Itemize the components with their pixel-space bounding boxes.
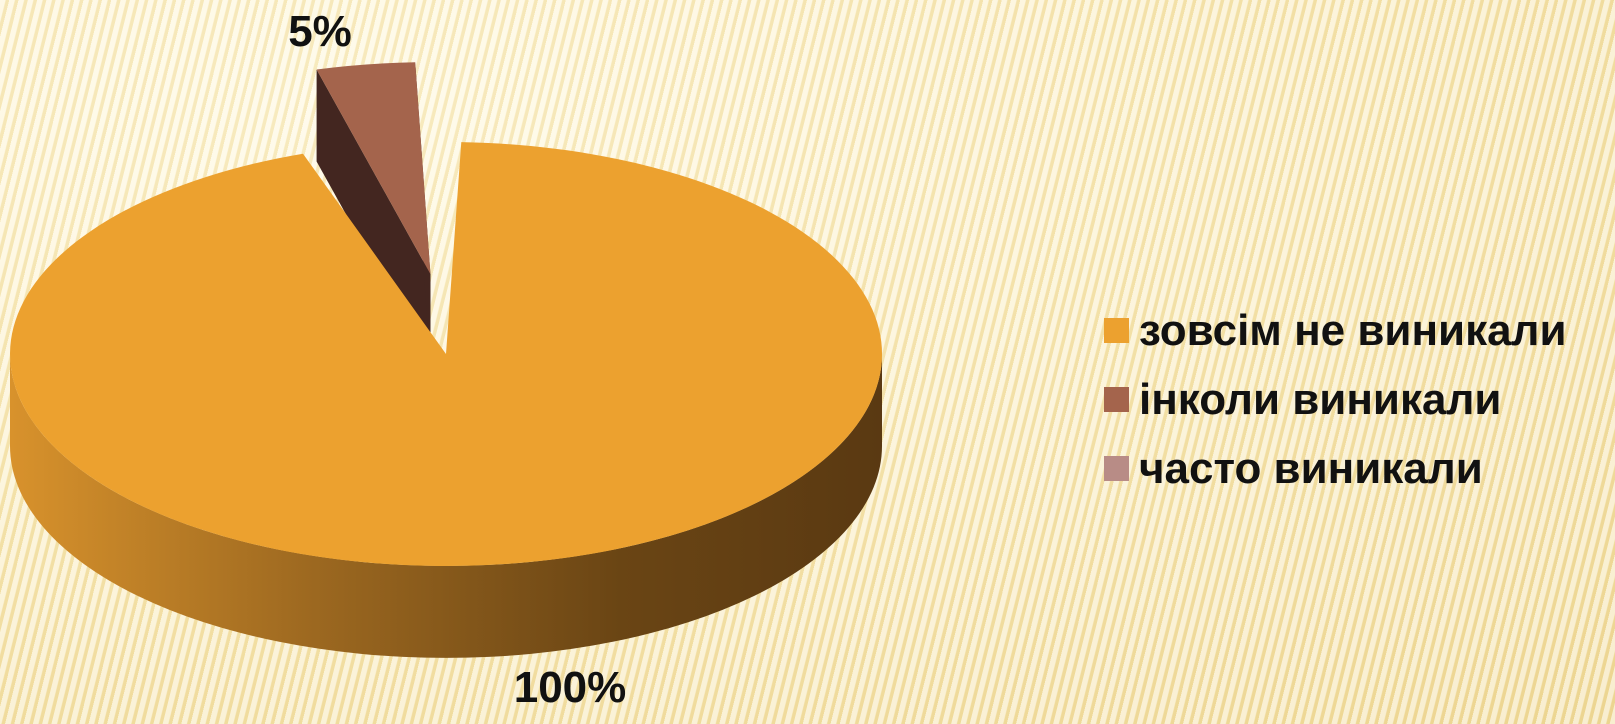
pie-side-0 bbox=[10, 354, 882, 658]
legend-item-2: часто виникали bbox=[1104, 434, 1609, 503]
legend-swatch-1 bbox=[1104, 387, 1129, 412]
legend-swatch-2 bbox=[1104, 456, 1129, 481]
legend-swatch-0 bbox=[1104, 318, 1129, 343]
pie-slice-1 bbox=[316, 62, 431, 275]
legend-item-0: зовсім не виникали bbox=[1104, 296, 1609, 365]
data-label-1: 5% bbox=[288, 7, 352, 56]
data-label-0: 100% bbox=[514, 663, 627, 712]
legend-label-0: зовсім не виникали bbox=[1139, 305, 1567, 355]
pie-cut-face-1-0 bbox=[316, 69, 431, 367]
legend-label-1: інколи виникали bbox=[1139, 374, 1502, 424]
legend: зовсім не виникали інколи виникали часто… bbox=[1104, 296, 1609, 503]
pie-slice-0 bbox=[10, 142, 883, 566]
legend-item-1: інколи виникали bbox=[1104, 365, 1609, 434]
legend-label-2: часто виникали bbox=[1139, 443, 1483, 493]
